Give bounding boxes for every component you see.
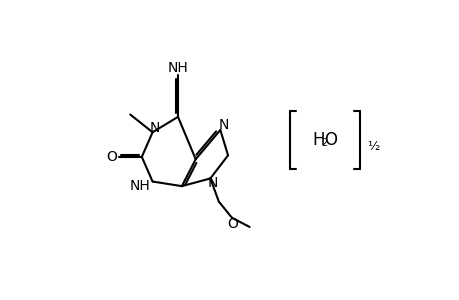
Text: H: H: [312, 131, 325, 149]
Text: O: O: [323, 131, 336, 149]
Text: N: N: [149, 121, 160, 135]
Text: N: N: [218, 118, 228, 131]
Text: NH: NH: [167, 61, 188, 75]
Text: ½: ½: [366, 140, 378, 153]
Text: NH: NH: [129, 179, 150, 193]
Text: 2: 2: [320, 138, 327, 148]
Text: O: O: [106, 150, 117, 164]
Text: O: O: [227, 217, 238, 231]
Text: N: N: [207, 176, 218, 190]
